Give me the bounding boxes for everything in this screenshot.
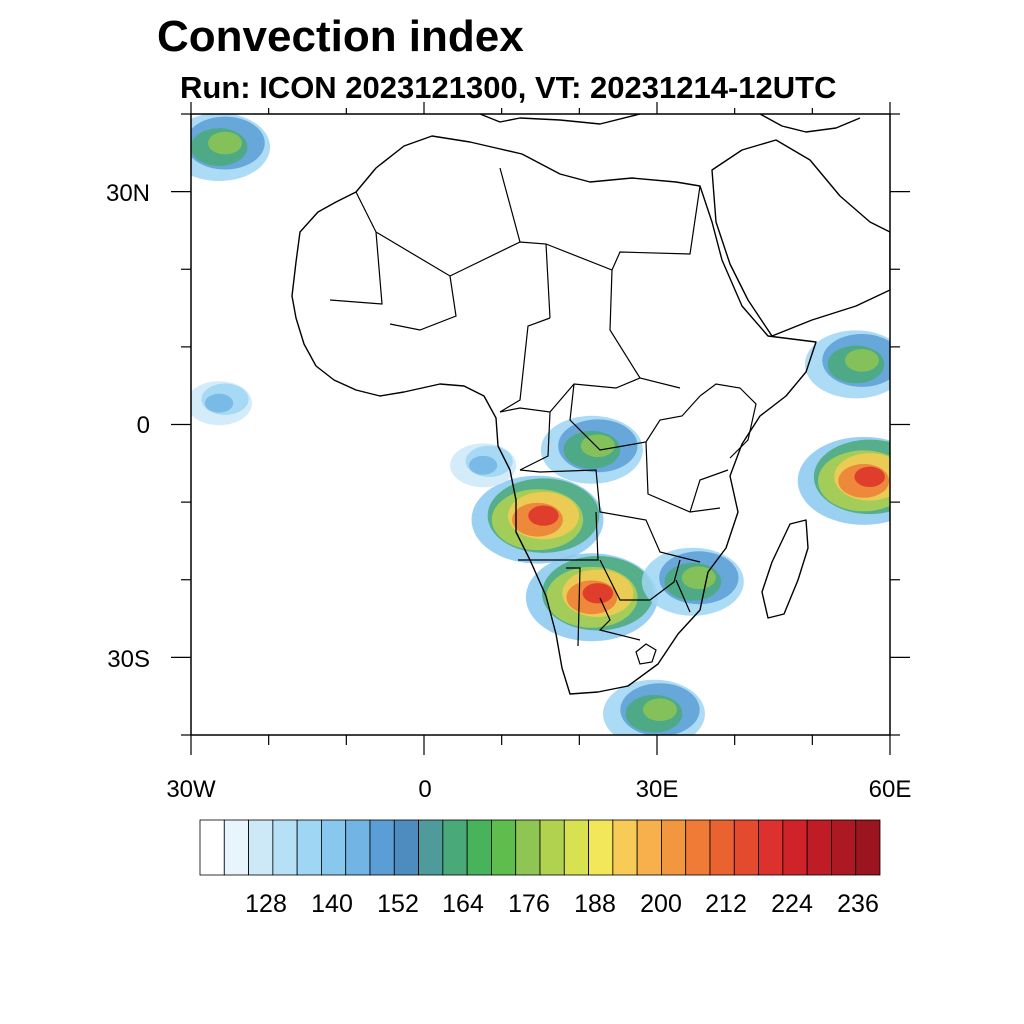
x-tick-label-60e: 60E [869,776,912,803]
europe-coastline [479,114,641,125]
x-tick-label-30e: 30E [636,776,679,803]
colorbar-label-236: 236 [837,890,879,918]
colorbar-label-224: 224 [771,890,813,918]
colorbar-label-176: 176 [508,890,550,918]
colorbar-swatch [248,819,274,876]
arabia-coastline [711,139,890,337]
colorbar-swatch [563,819,589,876]
colorbar-label-212: 212 [705,890,747,918]
colorbar-swatch [733,819,759,876]
colorbar-swatch [758,819,784,876]
colorbar-swatch [806,819,832,876]
colorbar-swatch [515,819,541,876]
colorbar-swatch [442,819,468,876]
africa-coastline [291,135,817,695]
colorbar-swatch [588,819,614,876]
colorbar-swatch [709,819,735,876]
axis-ticks [171,102,910,755]
colorbar-label-152: 152 [377,890,419,918]
convection-cell [204,393,234,413]
colorbar-swatch [393,819,419,876]
convection-cell [681,566,716,590]
convection-field [191,114,890,735]
colorbar-swatch [223,819,249,876]
convection-cell [854,466,885,487]
colorbar-swatch [539,819,565,876]
chart-title: Convection index [157,12,524,61]
convection-cell [580,434,615,458]
colorbar-swatch [369,819,395,876]
colorbar-swatch [636,819,662,876]
convection-cell [468,455,498,475]
colorbar-swatch [272,819,298,876]
lesotho-border [635,643,657,665]
colorbar-swatch [782,819,808,876]
colorbar-swatch [418,819,444,876]
coastline-layer [291,114,890,695]
colorbar-swatch [685,819,711,876]
colorbar-swatch [296,819,322,876]
europe-coastline-east [759,114,861,133]
colorbar-swatch [661,819,687,876]
east-africa-borders [689,383,757,513]
colorbar-swatch [466,819,492,876]
convection-cell [528,505,559,526]
colorbar-swatch [321,819,347,876]
y-tick-label-30n: 30N [106,180,150,207]
colorbar-swatch [199,819,225,876]
border-layer [329,167,757,665]
central-africa-borders [499,377,721,513]
plot-frame [190,113,891,736]
x-tick-label-0: 0 [418,776,431,803]
y-tick-label-0: 0 [137,412,150,439]
colorbar-label-200: 200 [640,890,682,918]
convection-cell [208,131,243,155]
convection-cell [844,349,879,372]
sahara-borders [329,167,701,413]
colorbar-swatch [491,819,517,876]
colorbar-label-188: 188 [574,890,616,918]
madagascar-coastline [761,519,809,619]
y-tick-label-30s: 30S [107,646,150,673]
colorbar-label-164: 164 [442,890,484,918]
x-tick-label-30w: 30W [166,776,216,803]
colorbar [199,819,881,876]
convection-cell [582,583,614,604]
colorbar-swatch [855,819,881,876]
colorbar-swatch [345,819,371,876]
colorbar-swatch [612,819,638,876]
colorbar-swatch [831,819,857,876]
colorbar-label-128: 128 [245,890,287,918]
chart-subtitle: Run: ICON 2023121300, VT: 20231214-12UTC [180,70,837,105]
convection-cell [643,698,677,722]
colorbar-label-140: 140 [311,890,353,918]
southern-africa-borders [518,469,701,647]
